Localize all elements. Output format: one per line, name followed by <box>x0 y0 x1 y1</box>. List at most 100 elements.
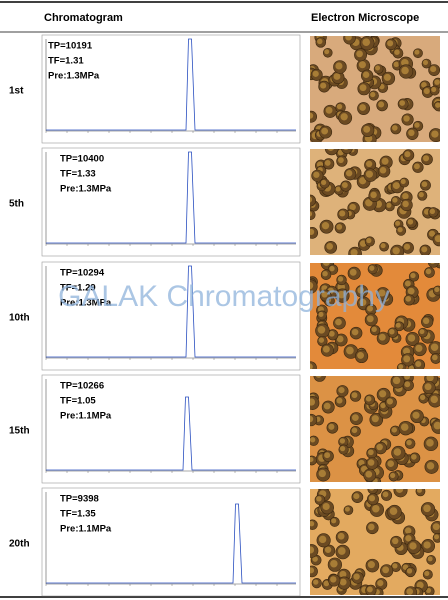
particle-highlight <box>403 243 411 250</box>
watermark: GALAK Chromatography <box>58 280 390 313</box>
particle-highlight <box>359 84 367 92</box>
chromatogram-trace <box>46 151 296 244</box>
particle-highlight <box>416 489 422 493</box>
particle-highlight <box>315 376 322 378</box>
particle-highlight <box>310 567 315 574</box>
row: 5th TP=10400 TF=1.33 Pre:1.3MPa <box>9 147 440 257</box>
particle-highlight <box>402 200 409 208</box>
particle-highlight <box>404 376 411 380</box>
particle-highlight <box>392 563 398 569</box>
particle-highlight <box>321 291 328 298</box>
particle-highlight <box>336 224 343 230</box>
particle-highlight <box>423 87 430 95</box>
particle-highlight <box>337 157 344 164</box>
chromatogram-trace <box>46 265 296 358</box>
particle-highlight <box>404 381 411 388</box>
row: 10th TP=10294 TF=1.29 Pre:1.3MPa <box>9 261 440 371</box>
particle-highlight <box>404 280 411 287</box>
particle <box>313 376 326 382</box>
particle-highlight <box>395 489 404 493</box>
particle-highlight <box>387 40 394 47</box>
particle-highlight <box>337 547 346 555</box>
particle-highlight <box>421 181 428 188</box>
particle-highlight <box>336 103 343 110</box>
particle-highlight <box>425 587 432 594</box>
particle-highlight <box>333 73 341 80</box>
particle-highlight <box>310 228 315 235</box>
particle-highlight <box>339 210 346 217</box>
particle-highlight <box>376 443 383 451</box>
tailing-factor: TF=1.29 <box>60 283 96 294</box>
row-label: 15th <box>9 426 30 437</box>
particle-highlight <box>326 243 334 250</box>
plate-count: TP=10400 <box>60 154 104 165</box>
particle-highlight <box>353 493 360 500</box>
chromatogram-frame <box>41 487 301 597</box>
particle-highlight <box>324 546 332 553</box>
particle-highlight <box>425 268 432 275</box>
particle-highlight <box>367 449 374 456</box>
particle-highlight <box>382 491 389 498</box>
particle-highlight <box>380 243 386 249</box>
particle <box>324 149 339 156</box>
particle-highlight <box>430 343 439 352</box>
pressure: Pre:1.3MPa <box>60 298 112 309</box>
particle-highlight <box>337 276 344 282</box>
tailing-factor: TF=1.35 <box>60 509 96 520</box>
particle-highlight <box>329 265 335 272</box>
particle-highlight <box>407 287 415 295</box>
particle-highlight <box>322 345 330 353</box>
particle-highlight <box>432 354 438 361</box>
particle-highlight <box>427 556 433 562</box>
particle-highlight <box>358 61 366 69</box>
particle-highlight <box>379 166 387 174</box>
particle-highlight <box>366 586 373 593</box>
particle-highlight <box>426 439 434 447</box>
particle-highlight <box>414 122 420 128</box>
particle-highlight <box>330 559 338 568</box>
particle-highlight <box>412 411 420 419</box>
particle-highlight <box>324 452 331 459</box>
particles <box>310 149 440 255</box>
chromatogram-frame <box>41 374 301 484</box>
particle-highlight <box>318 535 327 544</box>
particle-highlight <box>320 82 327 89</box>
particle-highlight <box>386 398 394 405</box>
particle-highlight <box>419 329 425 335</box>
particle-highlight <box>366 160 373 168</box>
particle-highlight <box>405 535 412 542</box>
particle-highlight <box>404 151 411 158</box>
particle-highlight <box>405 296 412 302</box>
particle-highlight <box>368 495 376 502</box>
row-label: 20th <box>9 539 30 550</box>
particle-highlight <box>378 101 385 108</box>
particle-highlight <box>366 315 374 323</box>
particle <box>427 263 440 268</box>
particle-highlight <box>403 347 411 355</box>
tailing-factor: TF=1.31 <box>48 56 84 67</box>
particle-highlight <box>378 289 386 297</box>
tailing-factor: TF=1.33 <box>60 169 96 180</box>
particle-highlight <box>407 219 414 225</box>
particle-highlight <box>381 157 389 165</box>
particle-highlight <box>429 208 436 214</box>
particle-highlight <box>313 171 320 178</box>
particle-highlight <box>367 561 375 569</box>
particle-highlight <box>413 163 420 170</box>
particle-highlight <box>402 193 409 200</box>
particle-highlight <box>351 414 359 421</box>
particle-highlight <box>351 328 359 336</box>
particle-highlight <box>387 460 395 468</box>
particle-highlight <box>394 49 400 55</box>
particle-highlight <box>423 60 429 66</box>
particle-highlight <box>399 100 406 106</box>
particle-highlight <box>312 70 319 77</box>
particle-highlight <box>422 317 430 325</box>
particle-highlight <box>339 445 346 452</box>
particle-highlight <box>310 398 316 406</box>
particle-highlight <box>400 423 409 431</box>
particle-highlight <box>310 437 316 443</box>
particle-highlight <box>424 383 432 391</box>
particle-highlight <box>359 298 367 306</box>
particle-highlight <box>431 130 439 138</box>
